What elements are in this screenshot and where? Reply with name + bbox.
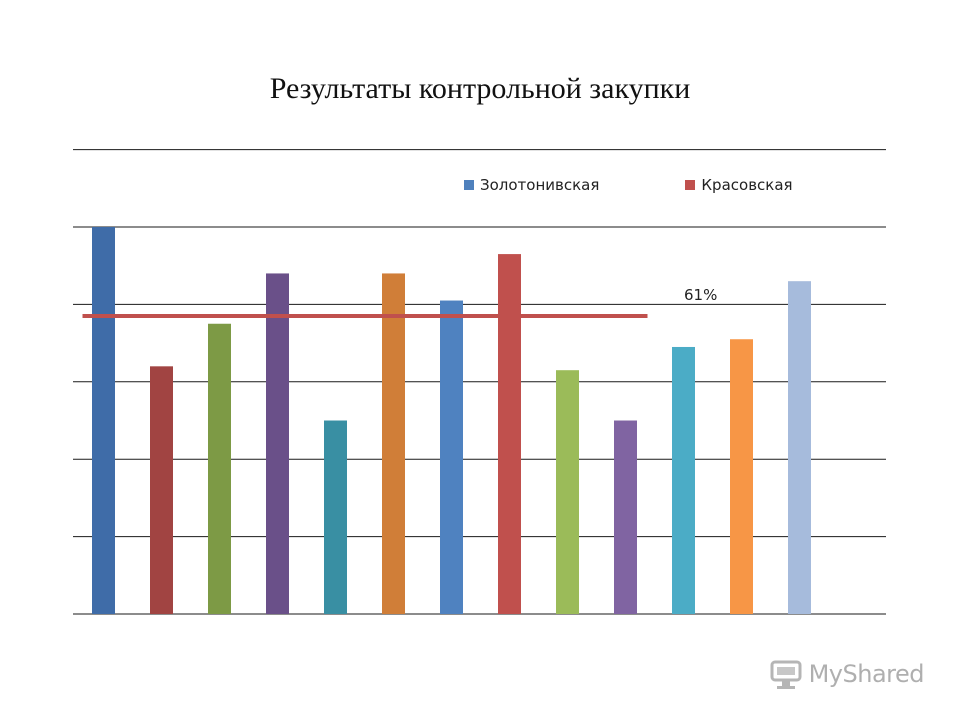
legend-label: Золотонивская <box>480 176 600 194</box>
legend-swatch <box>685 180 696 190</box>
bar-12 <box>730 339 753 614</box>
legend-item-krasovskaya: Красовская <box>685 176 793 194</box>
bar-6 <box>382 273 405 614</box>
legend: Золотонивская Красовская <box>464 174 793 196</box>
reference-annotation: 61% <box>684 286 718 304</box>
watermark-text: MyShared <box>808 660 925 688</box>
bar-7 <box>440 300 463 614</box>
watermark-logo-icon <box>770 660 802 689</box>
bar-2 <box>150 366 173 614</box>
bar-8 <box>498 254 521 614</box>
bar-5 <box>324 420 347 614</box>
chart-title: Результаты контрольной закупки <box>269 72 691 105</box>
legend-item-zolotonivskaya: Золотонивская <box>464 176 599 194</box>
bar-9 <box>556 370 579 614</box>
bar-13 <box>788 281 811 614</box>
bar-3 <box>208 323 231 614</box>
bar-10 <box>614 420 637 614</box>
bar-11 <box>672 346 695 614</box>
bar-4 <box>266 273 289 614</box>
watermark: MyShared <box>769 654 925 694</box>
legend-swatch <box>464 180 474 190</box>
legend-label: Красовская <box>701 176 793 194</box>
bar-1 <box>92 227 115 614</box>
